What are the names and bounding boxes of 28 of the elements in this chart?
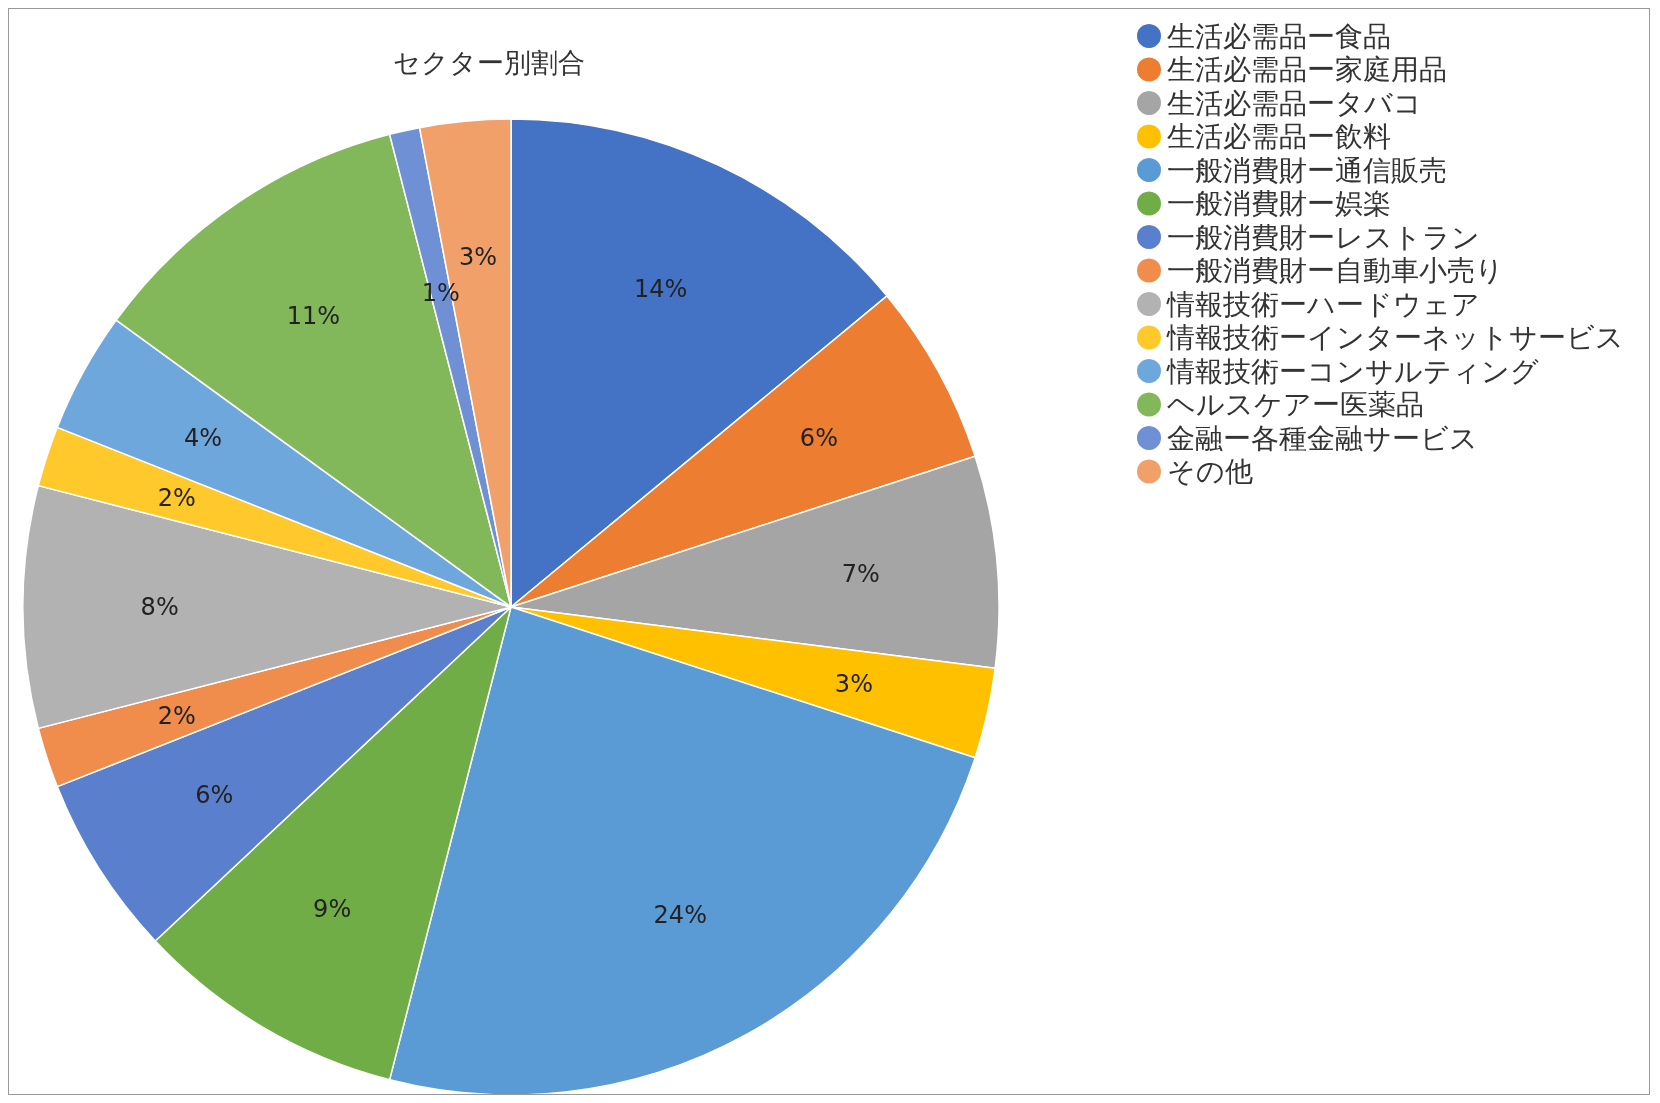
- data-label: 9%: [313, 895, 352, 924]
- data-label: 8%: [140, 593, 179, 621]
- data-label: 4%: [184, 423, 223, 452]
- legend-label: 情報技術ーコンサルティング: [1166, 354, 1539, 388]
- legend-label: 情報技術ーハードウェア: [1166, 287, 1480, 321]
- data-label: 3%: [458, 243, 497, 272]
- legend-label: 生活必需品ー食品: [1167, 19, 1391, 53]
- legend-label: 情報技術ーインターネットサービス: [1166, 321, 1624, 354]
- legend-label: 一般消費財ーレストラン: [1167, 220, 1480, 254]
- legend-label: ヘルスケアー医薬品: [1167, 388, 1424, 421]
- legend-label: 一般消費財ー娯楽: [1167, 187, 1391, 220]
- legend-label: 生活必需品ー家庭用品: [1167, 53, 1447, 86]
- data-label: 2%: [157, 701, 196, 730]
- data-label: 2%: [157, 484, 196, 513]
- data-label: 6%: [195, 781, 234, 810]
- legend-label: 金融ー各種金融サービス: [1167, 421, 1478, 455]
- legend-label: 生活必需品ー飲料: [1167, 120, 1391, 153]
- data-label: 14%: [633, 275, 688, 304]
- data-label: 6%: [799, 423, 838, 452]
- legend-label: その他: [1167, 455, 1253, 488]
- data-label: 11%: [286, 302, 341, 331]
- legend-label: 生活必需品ータバコ: [1167, 86, 1422, 120]
- legend-label: 一般消費財ー自動車小売り: [1167, 254, 1504, 287]
- text: セクター別割合: [393, 47, 585, 78]
- data-label: 3%: [834, 669, 873, 698]
- legend-label: 一般消費財ー通信販売: [1167, 153, 1447, 187]
- data-label: 7%: [841, 559, 880, 588]
- data-label: 24%: [653, 900, 707, 929]
